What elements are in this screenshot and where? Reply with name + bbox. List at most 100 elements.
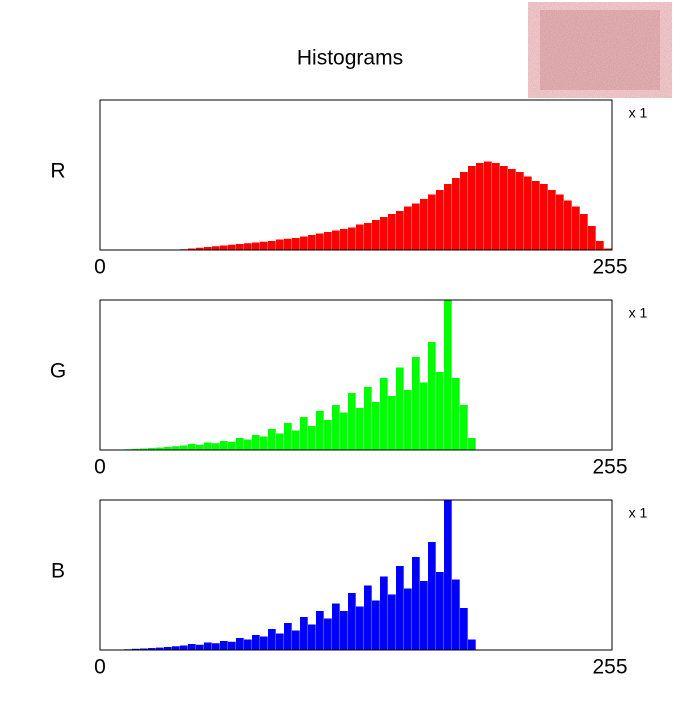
bar [380, 217, 388, 250]
bar [340, 229, 348, 250]
bar [372, 601, 380, 651]
bar [260, 437, 268, 451]
bar [444, 184, 452, 250]
scale-label: x 1 [629, 505, 648, 521]
bar [260, 637, 268, 651]
bar [588, 226, 596, 250]
bar [196, 645, 204, 650]
panel-label: B [51, 560, 65, 583]
bar [252, 243, 260, 251]
bar [300, 617, 308, 650]
bar [284, 239, 292, 250]
bar [428, 342, 436, 450]
bar [324, 232, 332, 250]
bar [276, 240, 284, 251]
bar [276, 634, 284, 651]
bar [228, 442, 236, 450]
bar [292, 238, 300, 250]
bar [188, 644, 196, 650]
bar [244, 640, 252, 651]
bar [388, 595, 396, 651]
scale-label: x 1 [629, 105, 648, 121]
bar [524, 177, 532, 251]
bar [340, 413, 348, 451]
bar [332, 405, 340, 450]
bar [492, 163, 500, 250]
bar [316, 411, 324, 450]
bar [436, 190, 444, 250]
scale-label: x 1 [629, 305, 648, 321]
bar [372, 220, 380, 250]
bar [380, 378, 388, 450]
bar [212, 246, 220, 250]
bar [508, 169, 516, 250]
bar [580, 214, 588, 250]
bar [324, 420, 332, 450]
bar [364, 387, 372, 450]
bar [308, 426, 316, 450]
bar [476, 163, 484, 250]
bar [404, 390, 412, 450]
bar [396, 368, 404, 451]
bar [220, 641, 228, 650]
bar [548, 190, 556, 250]
bar [452, 580, 460, 651]
bar [396, 211, 404, 250]
x-tick-label: 0 [94, 256, 106, 279]
bar [388, 396, 396, 450]
bar [292, 631, 300, 651]
bar [556, 195, 564, 251]
bar [452, 178, 460, 250]
bar [412, 357, 420, 450]
bar [204, 443, 212, 451]
bar [308, 625, 316, 651]
bar [332, 604, 340, 651]
bar [596, 241, 604, 250]
bar [356, 408, 364, 450]
bar [420, 383, 428, 451]
bar [220, 441, 228, 450]
bar [460, 405, 468, 450]
bar [516, 172, 524, 250]
bar [420, 581, 428, 650]
bar [540, 184, 548, 250]
bar [388, 214, 396, 250]
thumbnail-noise [540, 10, 660, 90]
bar [564, 201, 572, 251]
bar [572, 207, 580, 251]
bar [236, 244, 244, 250]
bar [444, 300, 452, 450]
bar [412, 204, 420, 251]
bar [364, 586, 372, 651]
bar [204, 643, 212, 651]
x-tick-label: 0 [94, 656, 106, 679]
bar [300, 417, 308, 450]
bar [468, 166, 476, 250]
bar [252, 435, 260, 450]
bar [284, 623, 292, 650]
bar [228, 642, 236, 650]
bar [212, 643, 220, 650]
bar [420, 199, 428, 250]
bar [268, 241, 276, 250]
bar [180, 646, 188, 651]
bar [292, 431, 300, 451]
bar [188, 444, 196, 450]
bar [300, 237, 308, 251]
bar [412, 557, 420, 650]
bar [228, 245, 236, 250]
bar [356, 225, 364, 251]
bar [236, 638, 244, 650]
bar [244, 440, 252, 451]
bar [460, 608, 468, 650]
bar [340, 611, 348, 650]
bar [332, 231, 340, 251]
bar [324, 619, 332, 651]
bar [364, 223, 372, 250]
bar [452, 378, 460, 450]
x-tick-label: 0 [94, 456, 106, 479]
bar [468, 438, 476, 450]
bar [180, 446, 188, 451]
bar [372, 402, 380, 450]
